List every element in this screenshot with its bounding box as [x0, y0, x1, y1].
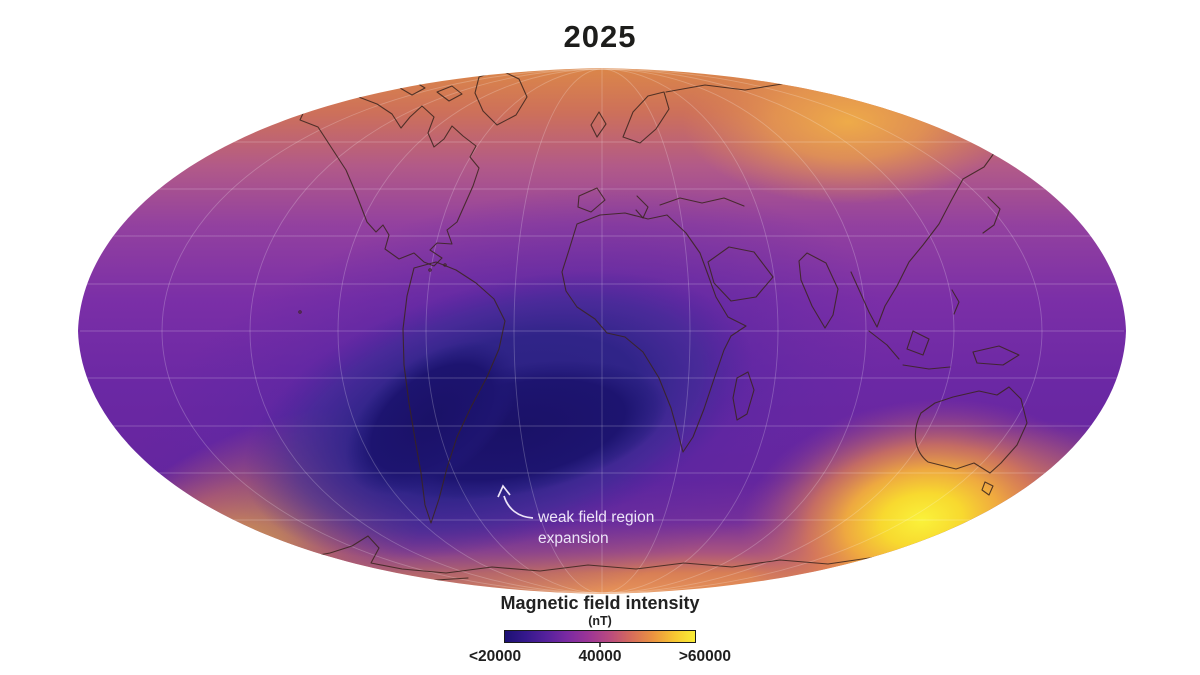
annotation-line2: expansion: [538, 530, 609, 547]
annotation-arrowhead-icon: [497, 484, 511, 498]
colorbar-gradient: [504, 630, 696, 644]
tick-min: <20000: [469, 648, 522, 666]
page-title: 2025: [563, 19, 637, 54]
tick-max: >60000: [678, 648, 731, 666]
colorbar: [504, 630, 696, 648]
weak-field-annotation: weak field region expansion: [497, 484, 654, 547]
annotation-line1: weak field region: [537, 509, 654, 526]
legend-title: Magnetic field intensity: [500, 593, 700, 613]
legend: Magnetic field intensity (nT): [0, 593, 1200, 666]
legend-units: (nT): [588, 613, 612, 628]
colorbar-ticks: <20000 40000 >60000: [469, 648, 731, 666]
annotation-arrow-icon: [503, 495, 534, 519]
graticule: [80, 68, 1124, 594]
tick-mid: 40000: [578, 648, 622, 666]
